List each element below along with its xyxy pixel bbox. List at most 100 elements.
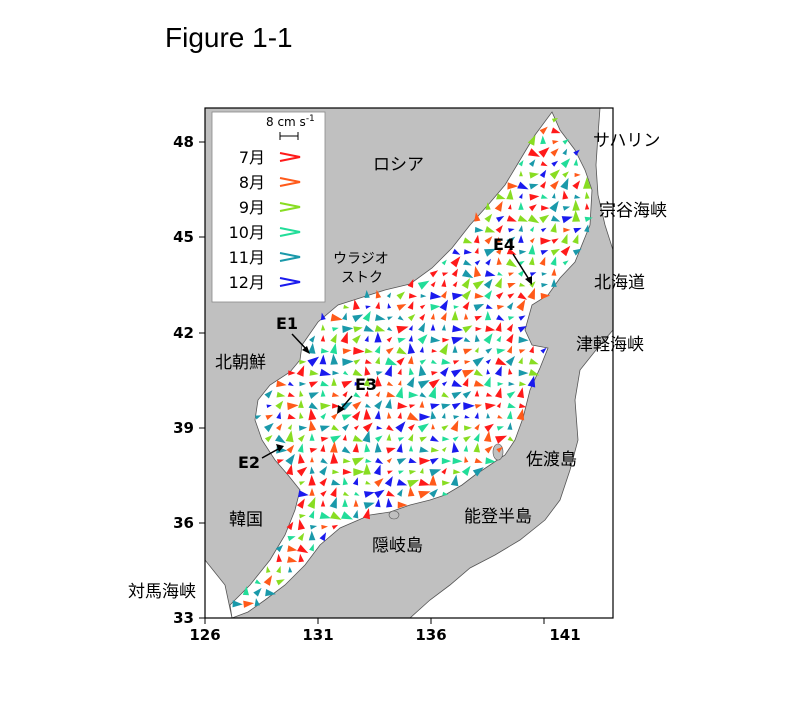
current-vector bbox=[550, 248, 561, 256]
current-vector bbox=[462, 325, 473, 333]
current-vector bbox=[519, 282, 526, 287]
current-vector bbox=[474, 347, 479, 353]
current-vector bbox=[474, 423, 480, 431]
current-vector bbox=[363, 491, 375, 498]
legend-item-label: 11月 bbox=[229, 248, 265, 267]
y-tick-label: 36 bbox=[173, 514, 194, 532]
current-vector bbox=[308, 402, 319, 410]
current-vector bbox=[419, 392, 427, 398]
current-vector bbox=[320, 389, 326, 397]
current-vector bbox=[495, 435, 508, 444]
current-vector bbox=[518, 315, 526, 321]
current-vector bbox=[518, 225, 523, 232]
current-vector bbox=[529, 193, 540, 201]
current-vector bbox=[285, 430, 294, 443]
label-sado: 佐渡島 bbox=[526, 450, 577, 470]
current-vector bbox=[419, 436, 428, 442]
current-vector bbox=[484, 226, 496, 233]
current-vector bbox=[407, 301, 414, 310]
current-vector bbox=[430, 313, 435, 320]
current-vector bbox=[310, 525, 318, 530]
current-vector bbox=[309, 433, 315, 441]
current-vector bbox=[374, 345, 381, 354]
current-vector bbox=[374, 400, 383, 410]
current-vector bbox=[441, 381, 448, 387]
current-vector bbox=[297, 434, 305, 442]
x-tick-label: 131 bbox=[302, 626, 333, 644]
current-vector bbox=[484, 270, 496, 277]
current-vector bbox=[299, 381, 307, 387]
current-vector bbox=[353, 468, 365, 477]
current-vector bbox=[419, 457, 431, 465]
current-vector bbox=[486, 412, 490, 419]
current-vector bbox=[551, 127, 561, 134]
current-vector bbox=[496, 304, 505, 310]
current-vector bbox=[299, 412, 304, 419]
current-vector bbox=[453, 305, 459, 309]
current-vector bbox=[363, 325, 375, 332]
current-vector bbox=[330, 353, 338, 365]
current-vector bbox=[419, 359, 427, 365]
current-vector bbox=[439, 367, 449, 377]
current-vector bbox=[408, 325, 413, 331]
current-vector bbox=[420, 294, 427, 298]
current-vector bbox=[497, 414, 503, 419]
current-vector bbox=[452, 457, 463, 465]
current-vector bbox=[474, 334, 480, 343]
current-vector bbox=[395, 421, 406, 433]
current-vector bbox=[286, 521, 294, 531]
current-vector bbox=[373, 464, 381, 476]
current-vector bbox=[529, 358, 539, 365]
current-vector bbox=[396, 443, 403, 453]
current-vector bbox=[574, 194, 581, 199]
current-vector bbox=[453, 415, 460, 420]
current-vector bbox=[540, 227, 547, 233]
current-vector bbox=[352, 369, 363, 376]
current-vector bbox=[309, 543, 314, 552]
current-vector bbox=[343, 304, 350, 309]
current-vector bbox=[398, 470, 404, 475]
current-vector bbox=[540, 237, 552, 245]
current-vector bbox=[418, 490, 431, 499]
current-vector bbox=[496, 314, 505, 321]
current-vector bbox=[473, 234, 480, 244]
current-vector bbox=[308, 420, 317, 432]
label-russia: ロシア bbox=[373, 155, 424, 175]
current-vector bbox=[528, 204, 537, 212]
current-vector bbox=[463, 259, 472, 266]
current-vector bbox=[396, 458, 407, 465]
current-vector bbox=[407, 314, 416, 322]
current-vector bbox=[374, 325, 386, 332]
current-vector bbox=[508, 228, 515, 233]
current-vector bbox=[308, 474, 316, 486]
current-vector bbox=[308, 408, 317, 421]
current-vector bbox=[375, 391, 381, 398]
current-vector bbox=[353, 299, 360, 310]
current-vector bbox=[463, 313, 469, 320]
current-vector bbox=[266, 404, 272, 408]
current-vector bbox=[395, 386, 404, 399]
current-vector bbox=[551, 118, 559, 123]
current-vector bbox=[540, 161, 548, 167]
current-vector bbox=[573, 149, 580, 156]
eddy-arrow-e4-head bbox=[525, 276, 532, 285]
current-vector bbox=[330, 441, 338, 453]
current-vector bbox=[474, 260, 481, 266]
current-vector bbox=[407, 342, 415, 354]
current-vector bbox=[484, 248, 497, 257]
current-vector bbox=[397, 501, 408, 509]
current-vector bbox=[442, 491, 449, 496]
current-vector bbox=[483, 430, 492, 442]
current-vector bbox=[474, 292, 484, 299]
current-vector bbox=[374, 375, 382, 387]
current-vector bbox=[518, 269, 525, 277]
current-vector bbox=[461, 278, 470, 289]
current-vector bbox=[573, 227, 582, 234]
current-vector bbox=[430, 336, 441, 344]
current-vector bbox=[376, 425, 383, 430]
current-vector bbox=[298, 490, 309, 498]
current-vector bbox=[473, 266, 482, 278]
current-vector bbox=[463, 445, 469, 452]
current-vector bbox=[309, 335, 316, 343]
current-vector bbox=[406, 376, 415, 388]
